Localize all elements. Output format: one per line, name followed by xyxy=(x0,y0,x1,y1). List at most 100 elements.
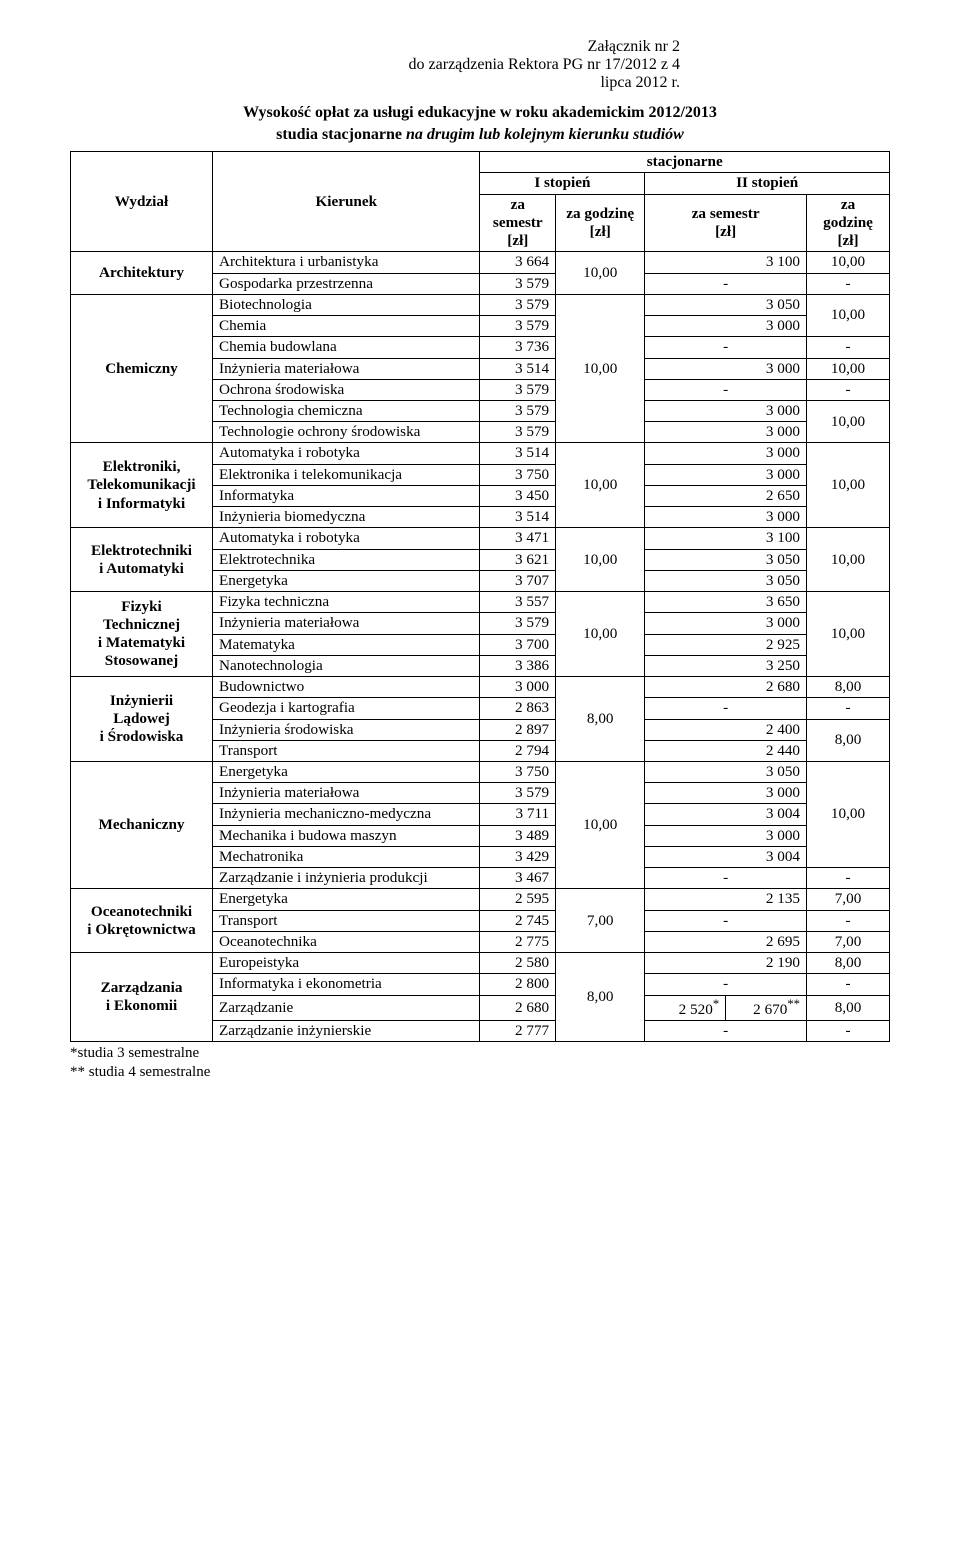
val: 3 050 xyxy=(645,549,807,570)
th-wydzial: Wydział xyxy=(71,152,213,252)
dept-elektroniki: Elektroniki,Telekomunikacjii Informatyki xyxy=(71,443,213,528)
rate2: 10,00 xyxy=(807,294,890,336)
dash: - xyxy=(807,337,890,358)
rate2: 10,00 xyxy=(807,592,890,677)
dash: - xyxy=(645,974,807,995)
val: 3 579 xyxy=(480,613,556,634)
course: Europeistyka xyxy=(213,953,480,974)
dash: - xyxy=(645,1020,807,1041)
dash: - xyxy=(807,974,890,995)
dept-inzynierii: InżynieriiLądoweji Środowiska xyxy=(71,677,213,762)
val: 2 925 xyxy=(645,634,807,655)
rate2: 10,00 xyxy=(807,528,890,592)
val: 3 489 xyxy=(480,825,556,846)
dept-mechaniczny: Mechaniczny xyxy=(71,761,213,888)
val: 2 777 xyxy=(480,1020,556,1041)
val: 2 680 xyxy=(480,995,556,1020)
th-stop2: II stopień xyxy=(645,173,890,194)
rate2: 8,00 xyxy=(807,995,890,1020)
course: Biotechnologia xyxy=(213,294,480,315)
dash: - xyxy=(645,910,807,931)
course: Chemia budowlana xyxy=(213,337,480,358)
val: 3 000 xyxy=(645,825,807,846)
rate1: 7,00 xyxy=(556,889,645,953)
val: 3 579 xyxy=(480,316,556,337)
val: 2 440 xyxy=(645,740,807,761)
fees-table: Wydział Kierunek stacjonarne I stopień I… xyxy=(70,151,890,1042)
val: 2 190 xyxy=(645,953,807,974)
val: 3 000 xyxy=(645,783,807,804)
val: 3 664 xyxy=(480,252,556,273)
dept-elektrotechniki: Elektrotechnikii Automatyki xyxy=(71,528,213,592)
val: 3 750 xyxy=(480,464,556,485)
course: Inżynieria mechaniczno-medyczna xyxy=(213,804,480,825)
val: 3 750 xyxy=(480,761,556,782)
course: Inżynieria środowiska xyxy=(213,719,480,740)
val: 3 579 xyxy=(480,379,556,400)
rate1: 10,00 xyxy=(556,294,645,443)
val: 3 000 xyxy=(645,422,807,443)
rate1: 8,00 xyxy=(556,677,645,762)
attachment-line2: do zarządzenia Rektora PG nr 17/2012 z 4… xyxy=(70,56,680,92)
val: 3 000 xyxy=(480,677,556,698)
val: 2 800 xyxy=(480,974,556,995)
val: 3 471 xyxy=(480,528,556,549)
val: 2 135 xyxy=(645,889,807,910)
course: Inżynieria materiałowa xyxy=(213,613,480,634)
val: 3 100 xyxy=(645,528,807,549)
val: 2 400 xyxy=(645,719,807,740)
val: 3 514 xyxy=(480,358,556,379)
course: Budownictwo xyxy=(213,677,480,698)
rate1: 10,00 xyxy=(556,443,645,528)
rate1: 8,00 xyxy=(556,953,645,1042)
val: 3 707 xyxy=(480,570,556,591)
val: 3 514 xyxy=(480,443,556,464)
dash: - xyxy=(807,868,890,889)
val: 3 000 xyxy=(645,358,807,379)
th-za-godzine2: zagodzinę[zł] xyxy=(807,194,890,252)
course: Nanotechnologia xyxy=(213,655,480,676)
rate2: 8,00 xyxy=(807,719,890,761)
dept-chemiczny: Chemiczny xyxy=(71,294,213,443)
dept-zarzadzania: Zarządzaniai Ekonomii xyxy=(71,953,213,1042)
course: Technologia chemiczna xyxy=(213,401,480,422)
val: 2 650 xyxy=(645,485,807,506)
title-line2: studia stacjonarne na drugim lub kolejny… xyxy=(276,126,684,143)
val: 3 000 xyxy=(645,613,807,634)
val: 2 670** xyxy=(726,995,807,1020)
course: Informatyka xyxy=(213,485,480,506)
dash: - xyxy=(807,910,890,931)
course: Mechanika i budowa maszyn xyxy=(213,825,480,846)
val: 2 695 xyxy=(645,931,807,952)
val: 3 250 xyxy=(645,655,807,676)
val: 3 000 xyxy=(645,401,807,422)
footnote-2: ** studia 4 semestralne xyxy=(70,1063,890,1082)
rate1: 10,00 xyxy=(556,252,645,294)
course: Zarządzanie inżynierskie xyxy=(213,1020,480,1041)
val: 3 000 xyxy=(645,464,807,485)
th-kierunek: Kierunek xyxy=(213,152,480,252)
rate1: 10,00 xyxy=(556,528,645,592)
course: Informatyka i ekonometria xyxy=(213,974,480,995)
val: 3 621 xyxy=(480,549,556,570)
dash: - xyxy=(645,868,807,889)
val: 2 775 xyxy=(480,931,556,952)
course: Zarządzanie i inżynieria produkcji xyxy=(213,868,480,889)
rate2: 10,00 xyxy=(807,443,890,528)
val: 3 579 xyxy=(480,783,556,804)
dash: - xyxy=(645,379,807,400)
course: Inżynieria biomedyczna xyxy=(213,507,480,528)
val: 2 745 xyxy=(480,910,556,931)
dash: - xyxy=(807,273,890,294)
th-za-semestr2: za semestr[zł] xyxy=(645,194,807,252)
rate2: 7,00 xyxy=(807,931,890,952)
course: Zarządzanie xyxy=(213,995,480,1020)
val: 3 050 xyxy=(645,761,807,782)
course: Chemia xyxy=(213,316,480,337)
val: 3 557 xyxy=(480,592,556,613)
course: Energetyka xyxy=(213,889,480,910)
val: 2 680 xyxy=(645,677,807,698)
th-za-semestr: zasemestr[zł] xyxy=(480,194,556,252)
course: Automatyka i robotyka xyxy=(213,443,480,464)
course: Gospodarka przestrzenna xyxy=(213,273,480,294)
